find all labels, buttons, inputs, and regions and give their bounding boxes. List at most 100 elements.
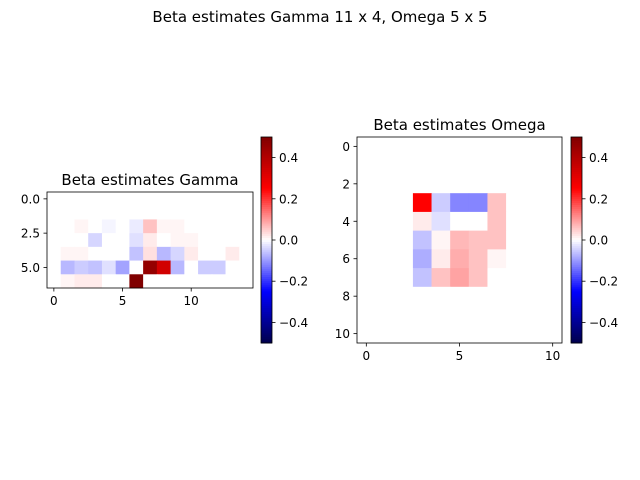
omega-colorbar-segment <box>571 310 582 313</box>
gamma-colorbar-segment <box>261 147 272 150</box>
omega-cell-r10-c6 <box>468 324 488 344</box>
omega-colorbar-segment <box>571 334 582 338</box>
omega-colorbar-segment <box>571 188 582 192</box>
gamma-colorbar-segment <box>261 145 272 148</box>
gamma-colorbar-segment <box>261 244 272 247</box>
gamma-colorbar-segment <box>261 254 272 257</box>
gamma-colorbar-tick-label: 0.2 <box>279 192 298 206</box>
gamma-colorbar-segment <box>261 316 272 319</box>
omega-colorbar-segment <box>571 211 582 214</box>
omega-cell-r8-c7 <box>487 286 507 306</box>
gamma-cell-r0-c12 <box>211 192 226 207</box>
omega-colorbar-tick-label: −0.4 <box>589 316 618 330</box>
omega-cell-r4-c3 <box>412 211 432 232</box>
gamma-ytick-label: 0.0 <box>21 192 40 206</box>
omega-colorbar-segment <box>571 145 582 148</box>
omega-colorbar-segment <box>571 225 582 229</box>
gamma-cell-r4-c0 <box>47 246 62 261</box>
gamma-colorbar-segment <box>261 334 272 338</box>
gamma-colorbar-segment <box>261 279 272 282</box>
gamma-colorbar-segment <box>261 157 272 161</box>
gamma-cell-r1-c13 <box>225 205 240 220</box>
omega-cell-r7-c2 <box>394 268 414 288</box>
omega-colorbar-segment <box>571 182 582 185</box>
omega-cell-r7-c4 <box>431 268 451 288</box>
omega-cell-r5-c9 <box>524 230 544 250</box>
gamma-cell-r0-c9 <box>170 192 185 207</box>
omega-cell-r8-c2 <box>394 286 414 306</box>
omega-colorbar-segment <box>571 204 582 208</box>
gamma-colorbar-segment <box>261 159 272 163</box>
gamma-colorbar-segment <box>261 180 272 183</box>
gamma-colorbar-segment <box>261 174 272 177</box>
omega-colorbar-segment <box>571 149 582 152</box>
gamma-colorbar-segment <box>261 252 272 255</box>
omega-cell-r3-c6 <box>468 193 488 213</box>
gamma-cell-r3-c10 <box>184 233 199 248</box>
gamma-colorbar-segment <box>261 231 272 235</box>
gamma-cell-r4-c2 <box>74 246 89 261</box>
omega-colorbar-segment <box>571 180 582 183</box>
gamma-cell-r1-c11 <box>198 205 213 220</box>
omega-cell-r1-c8 <box>506 155 526 175</box>
omega-cell-r2-c5 <box>450 174 470 194</box>
omega-cell-r7-c6 <box>468 268 488 288</box>
gamma-colorbar-segment <box>261 207 272 210</box>
omega-colorbar-segment <box>571 260 582 264</box>
omega-colorbar-segment <box>571 174 582 177</box>
gamma-cell-r4-c6 <box>129 246 144 261</box>
gamma-colorbar-segment <box>261 330 272 334</box>
omega-xtick-label: 10 <box>545 349 560 363</box>
omega-cell-r8-c1 <box>375 286 395 306</box>
omega-colorbar-segment <box>571 285 582 288</box>
omega-colorbar-segment <box>571 221 582 225</box>
gamma-cell-r0-c14 <box>239 192 254 207</box>
gamma-colorbar-segment <box>261 246 272 249</box>
gamma-cell-r1-c2 <box>74 205 89 220</box>
omega-cell-r6-c2 <box>394 249 414 269</box>
gamma-colorbar-segment <box>261 314 272 317</box>
omega-cell-r1-c2 <box>394 155 414 175</box>
omega-cell-r3-c8 <box>506 193 526 213</box>
gamma-cell-r4-c9 <box>170 246 185 261</box>
gamma-cell-r5-c4 <box>101 260 117 275</box>
gamma-cell-r4-c11 <box>198 246 213 261</box>
omega-cell-r0-c10 <box>543 137 563 157</box>
gamma-cell-r6-c5 <box>115 274 130 289</box>
omega-cell-r2-c6 <box>468 174 488 194</box>
gamma-cell-r5-c5 <box>115 260 130 275</box>
omega-colorbar-segment <box>571 281 582 284</box>
omega-cell-r10-c4 <box>431 324 451 344</box>
omega-cell-r1-c10 <box>543 155 563 175</box>
omega-cell-r9-c9 <box>524 305 544 325</box>
gamma-colorbar-segment <box>261 283 272 286</box>
omega-colorbar-segment <box>571 242 582 245</box>
omega-cell-r10-c5 <box>450 324 470 344</box>
omega-heatmap-panel: Beta estimates Omega 0 5 10 0 2 4 6 8 10 0.4 0.2 0.0… <box>335 116 618 363</box>
gamma-cell-r2-c9 <box>170 219 185 234</box>
gamma-cell-r5-c2 <box>74 260 89 275</box>
omega-colorbar-segment <box>571 223 582 227</box>
omega-colorbar-segment <box>571 161 582 165</box>
gamma-colorbar-segment <box>261 322 272 325</box>
omega-colorbar-segment <box>571 268 582 272</box>
omega-colorbar-segment <box>571 215 582 218</box>
gamma-colorbar-segment <box>261 262 272 266</box>
gamma-ytick-label: 5.0 <box>21 261 40 275</box>
omega-cell-r3-c4 <box>431 193 451 213</box>
gamma-colorbar-segment <box>261 332 272 336</box>
gamma-colorbar-tick-label: 0.4 <box>279 151 298 165</box>
gamma-cell-r5-c6 <box>129 260 144 275</box>
gamma-colorbar-segment <box>261 268 272 272</box>
gamma-colorbar-segment <box>261 275 272 278</box>
omega-colorbar-segment <box>571 229 582 233</box>
omega-colorbar-segment <box>571 157 582 161</box>
gamma-cell-r6-c12 <box>211 274 226 289</box>
gamma-colorbar-segment <box>261 248 272 251</box>
gamma-cell-r2-c0 <box>47 219 62 234</box>
gamma-cell-r3-c7 <box>143 233 158 248</box>
gamma-colorbar-segment <box>261 310 272 313</box>
omega-cell-r4-c6 <box>468 211 488 232</box>
gamma-cell-r4-c5 <box>115 246 130 261</box>
omega-cell-r3-c7 <box>487 193 507 213</box>
